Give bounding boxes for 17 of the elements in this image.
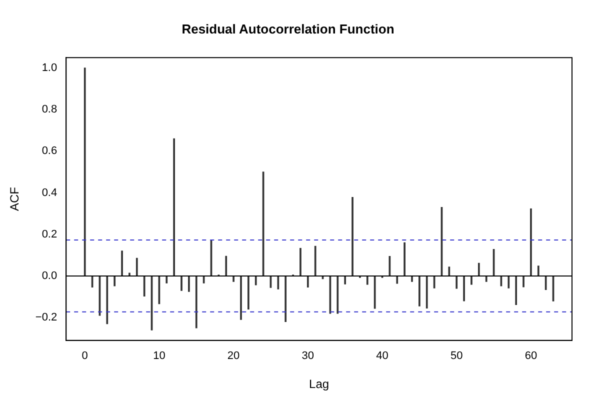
y-axis-title: ACF: [8, 187, 22, 211]
chart-title: Residual Autocorrelation Function: [182, 21, 394, 36]
y-tick-label: 0.0: [42, 270, 58, 282]
x-tick-label: 60: [524, 350, 538, 362]
y-tick-label: 0.2: [42, 228, 58, 240]
x-tick-label: 10: [153, 350, 166, 362]
x-tick-label: 20: [227, 350, 240, 362]
y-tick-label: 0.8: [42, 104, 58, 116]
y-tick-label: 0.4: [42, 186, 58, 199]
y-tick-label: 1.0: [42, 62, 58, 74]
y-tick-label: 0.6: [42, 145, 58, 158]
y-tick-label: −0.2: [35, 312, 58, 324]
x-tick-label: 30: [302, 350, 314, 362]
x-tick-label: 50: [450, 350, 463, 362]
x-tick-label: 40: [376, 350, 388, 362]
x-axis-title: Lag: [309, 377, 330, 392]
x-tick-label: 0: [82, 350, 88, 362]
